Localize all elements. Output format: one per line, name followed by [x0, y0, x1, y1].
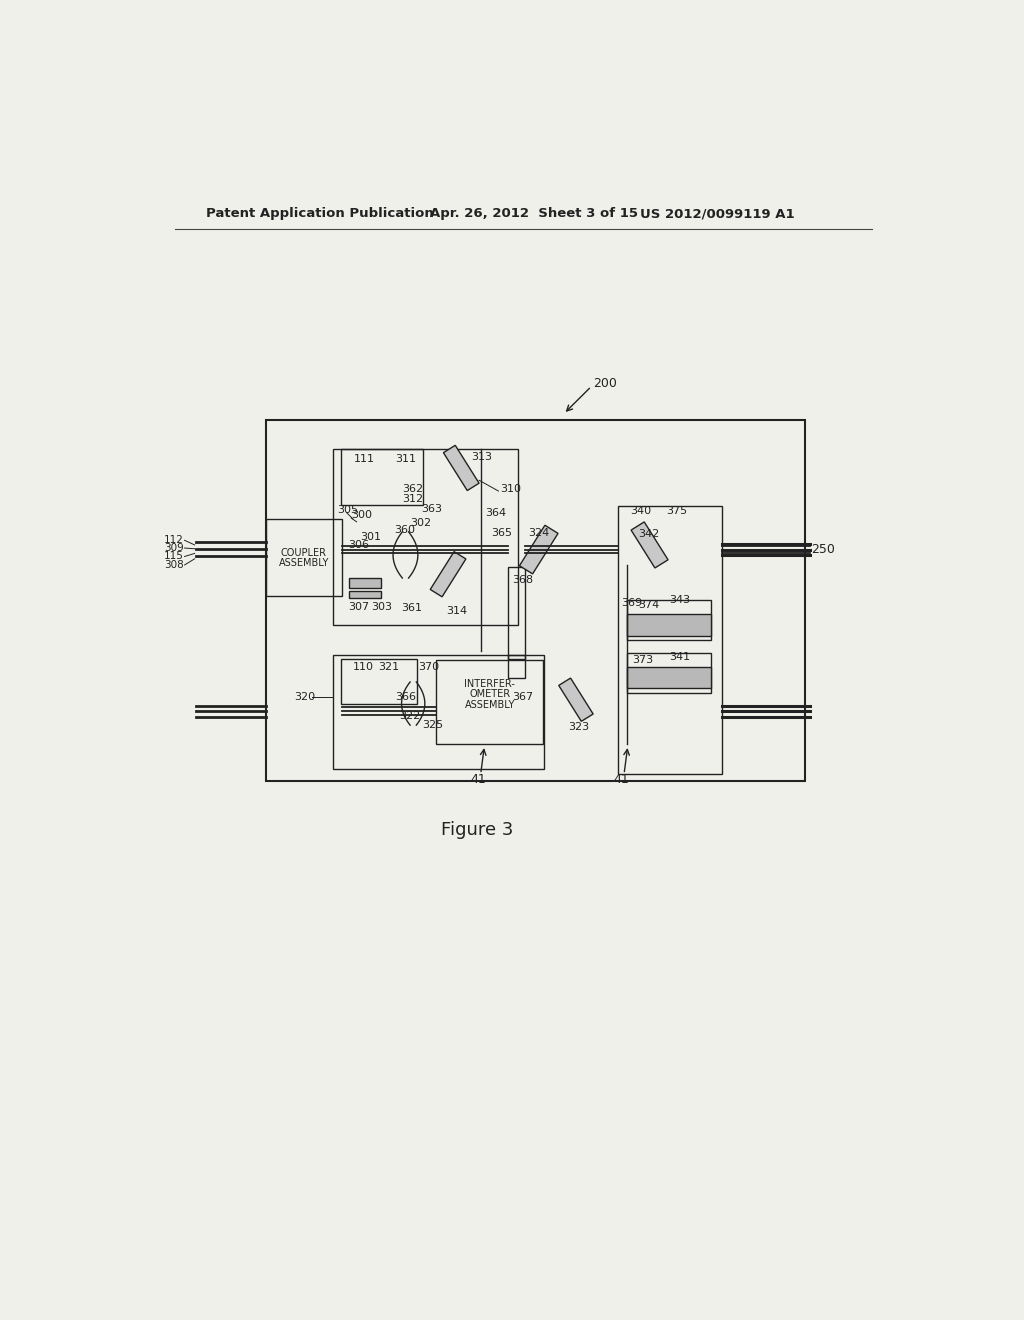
Text: 366: 366 — [395, 693, 417, 702]
Text: 367: 367 — [512, 693, 534, 702]
Text: 374: 374 — [638, 601, 659, 610]
Text: 361: 361 — [400, 603, 422, 612]
Text: 112: 112 — [164, 536, 183, 545]
Text: 360: 360 — [394, 525, 416, 536]
Bar — [266, 420, 805, 780]
Text: Patent Application Publication: Patent Application Publication — [206, 207, 433, 220]
Text: 309: 309 — [164, 543, 183, 553]
Text: 340: 340 — [630, 506, 651, 516]
Polygon shape — [631, 521, 668, 568]
Text: 314: 314 — [445, 606, 467, 616]
Text: 370: 370 — [418, 661, 439, 672]
Text: 369: 369 — [621, 598, 642, 609]
Text: 311: 311 — [395, 454, 417, 463]
Bar — [334, 655, 544, 770]
Text: OMETER: OMETER — [469, 689, 511, 700]
Text: 322: 322 — [399, 711, 421, 721]
Polygon shape — [559, 678, 593, 721]
Text: 302: 302 — [410, 519, 431, 528]
Text: 41: 41 — [470, 772, 486, 785]
Bar — [508, 566, 524, 659]
Text: 250: 250 — [812, 543, 836, 556]
Bar — [334, 449, 518, 626]
Text: 41: 41 — [613, 772, 630, 785]
Text: ASSEMBLY: ASSEMBLY — [279, 557, 329, 568]
Text: 303: 303 — [372, 602, 392, 611]
Text: 305: 305 — [337, 504, 358, 515]
Polygon shape — [443, 445, 479, 491]
Bar — [266, 519, 342, 595]
Bar — [627, 614, 711, 636]
Text: INTERFER-: INTERFER- — [465, 678, 515, 689]
Bar — [349, 578, 381, 589]
Text: 313: 313 — [471, 453, 493, 462]
Text: COUPLER: COUPLER — [281, 548, 327, 557]
Text: 306: 306 — [348, 540, 369, 550]
Text: 321: 321 — [378, 661, 399, 672]
Text: 115: 115 — [164, 552, 183, 561]
Bar — [617, 507, 722, 775]
Bar — [436, 660, 544, 743]
Text: 375: 375 — [667, 506, 688, 516]
Bar — [508, 655, 524, 678]
Polygon shape — [430, 552, 466, 597]
Bar — [627, 601, 711, 640]
Text: 341: 341 — [669, 652, 690, 663]
Text: 110: 110 — [352, 661, 374, 672]
Bar — [341, 449, 423, 504]
Text: 363: 363 — [421, 504, 442, 513]
Text: 312: 312 — [402, 494, 424, 504]
Text: 300: 300 — [351, 510, 372, 520]
Text: 324: 324 — [528, 528, 549, 539]
Text: Apr. 26, 2012  Sheet 3 of 15: Apr. 26, 2012 Sheet 3 of 15 — [430, 207, 638, 220]
Text: 111: 111 — [354, 454, 376, 463]
Text: 308: 308 — [164, 560, 183, 570]
Text: ASSEMBLY: ASSEMBLY — [465, 700, 515, 710]
Text: Figure 3: Figure 3 — [440, 821, 513, 838]
Text: 320: 320 — [295, 693, 315, 702]
Text: 365: 365 — [490, 528, 512, 539]
Text: 368: 368 — [512, 576, 534, 585]
Polygon shape — [519, 525, 558, 574]
Text: 323: 323 — [568, 722, 590, 731]
Text: US 2012/0099119 A1: US 2012/0099119 A1 — [640, 207, 795, 220]
Text: 373: 373 — [632, 656, 653, 665]
Bar — [627, 653, 711, 693]
Text: 343: 343 — [669, 595, 690, 606]
Text: 307: 307 — [348, 602, 370, 611]
Bar — [341, 659, 417, 704]
Text: 364: 364 — [485, 508, 507, 517]
Bar — [627, 667, 711, 688]
Text: 310: 310 — [500, 484, 521, 495]
Text: 200: 200 — [593, 376, 616, 389]
Text: 362: 362 — [402, 484, 424, 495]
Text: 301: 301 — [360, 532, 382, 543]
Text: 325: 325 — [423, 721, 443, 730]
Text: 342: 342 — [638, 529, 659, 539]
Bar — [349, 591, 381, 598]
